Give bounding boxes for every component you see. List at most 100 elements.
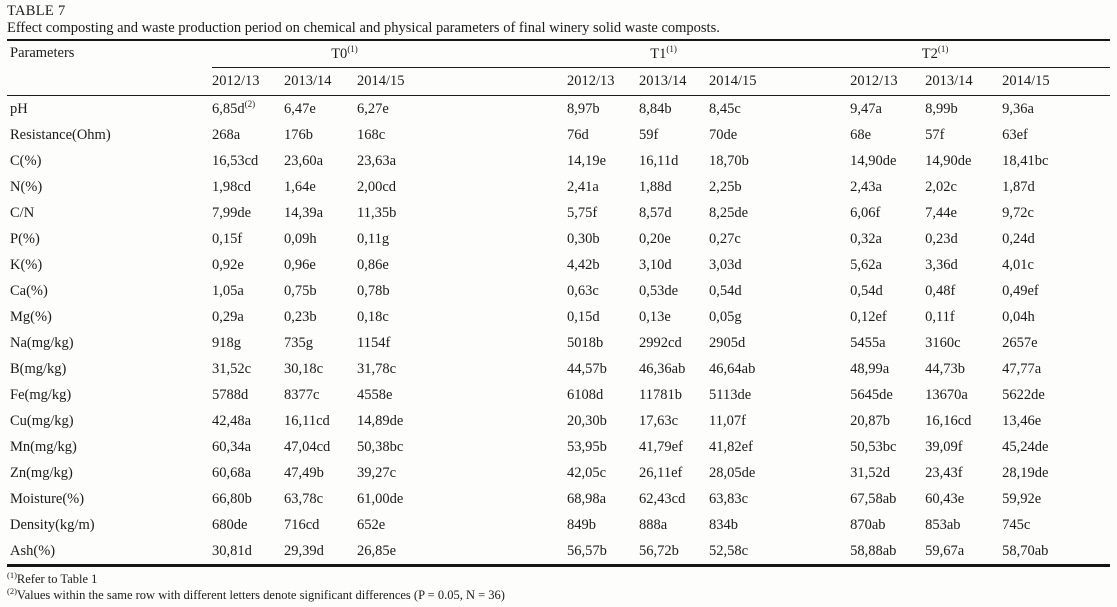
footnote-text: Refer to Table 1: [16, 572, 98, 586]
value-cell: 5788d: [212, 386, 249, 403]
table-row: Na(mg/kg) 918g 735g 1154f 5018b 2992cd 2905d 54…: [7, 330, 1110, 356]
value-cell: 28,19de: [1002, 464, 1049, 481]
value-cell: 9,72c: [1002, 204, 1034, 221]
parameter-name: Na(mg/kg): [10, 334, 74, 351]
table-row: B(mg/kg) 31,52c 30,18c 31,78c 44,57b 46,36ab 4…: [7, 356, 1110, 382]
value-cell: 58,88ab: [850, 542, 897, 559]
value-cell: 56,57b: [567, 542, 607, 559]
value-cell: 46,36ab: [639, 360, 686, 377]
value-cell: 5622de: [1002, 386, 1045, 403]
value-cell: 268a: [212, 126, 241, 143]
value-cell: 0,15d: [567, 308, 600, 325]
value-cell: 0,63c: [567, 282, 599, 299]
value-cell: 62,43cd: [639, 490, 686, 507]
value-cell: 176b: [284, 126, 313, 143]
value-cell: 0,20e: [639, 230, 671, 247]
group-header-row: Parameters T0(1) T1(1) T2(1): [7, 40, 1111, 96]
table-row: Cu(mg/kg) 42,48a 16,11cd 14,89de 20,30b 17,63…: [7, 408, 1110, 434]
value-cell: 11,35b: [357, 204, 397, 221]
value-cell: 5,75f: [567, 204, 598, 221]
value-cell: 56,72b: [639, 542, 679, 559]
value-cell: 4558e: [357, 386, 393, 403]
value-cell: 52,58c: [709, 542, 749, 559]
value-cell: 20,87b: [850, 412, 890, 429]
year-header: 2012/13: [567, 67, 640, 96]
value-cell: 3,10d: [639, 256, 672, 273]
value-cell: 2,02c: [925, 178, 957, 195]
value-cell: 50,53bc: [850, 438, 897, 455]
parameters-column-header: Parameters: [7, 40, 212, 96]
parameter-name: Zn(mg/kg): [10, 464, 73, 481]
year-header: 2014/15: [357, 67, 568, 96]
value-cell: 42,05c: [567, 464, 607, 481]
value-cell: 70de: [709, 126, 738, 143]
value-cell: 14,90de: [925, 152, 972, 169]
value-cell: 0,23d: [925, 230, 958, 247]
value-cell: 168c: [357, 126, 386, 143]
value-cell: 2,00cd: [357, 178, 397, 195]
value-cell: 6,85d(2): [212, 98, 256, 117]
parameter-name: K(%): [10, 256, 43, 273]
value-cell: 1,88d: [639, 178, 672, 195]
parameter-name: Fe(mg/kg): [10, 386, 72, 403]
value-cell: 0,27c: [709, 230, 741, 247]
value-cell: 5018b: [567, 334, 604, 351]
footnote-ref: (1): [347, 43, 358, 54]
value-cell: 918g: [212, 334, 241, 351]
value-cell: 0,53de: [639, 282, 679, 299]
value-cell: 0,24d: [1002, 230, 1035, 247]
value-cell: 26,11ef: [639, 464, 683, 481]
value-cell: 1,87d: [1002, 178, 1035, 195]
footnote-ref: (1): [937, 43, 949, 54]
value-cell: 59,92e: [1002, 490, 1042, 507]
value-cell: 46,64ab: [709, 360, 756, 377]
value-cell: 3160c: [925, 334, 961, 351]
parameter-name: P(%): [10, 230, 40, 247]
value-cell: 8,97b: [567, 100, 600, 117]
value-cell: 652e: [357, 516, 386, 533]
value-cell: 0,15f: [212, 230, 243, 247]
value-cell: 26,85e: [357, 542, 397, 559]
value-cell: 0,49ef: [1002, 282, 1039, 299]
value-cell: 59f: [639, 126, 659, 143]
parameter-name: Ash(%): [10, 542, 56, 559]
value-cell: 61,00de: [357, 490, 404, 507]
table-row: N(%) 1,98cd 1,64e 2,00cd 2,41a 1,88d 2,25b 2,43…: [7, 174, 1110, 200]
value-cell: 18,70b: [709, 152, 749, 169]
value-cell: 8,45c: [709, 100, 741, 117]
value-cell: 39,27c: [357, 464, 397, 481]
value-cell: 0,86e: [357, 256, 389, 273]
value-cell: 0,04h: [1002, 308, 1035, 325]
table-row: Resistance(Ohm) 268a 176b 168c 76d 59f 70de 68e…: [7, 122, 1110, 148]
value-cell: 39,09f: [925, 438, 963, 455]
value-cell: 2,25b: [709, 178, 742, 195]
value-cell: 14,39a: [284, 204, 324, 221]
value-cell: 870ab: [850, 516, 886, 533]
value-cell: 11,07f: [709, 412, 746, 429]
value-cell: 735g: [284, 334, 313, 351]
value-cell: 17,63c: [639, 412, 679, 429]
value-cell: 42,48a: [212, 412, 252, 429]
value-cell: 1,64e: [284, 178, 316, 195]
value-cell: 47,77a: [1002, 360, 1042, 377]
value-cell: 2657e: [1002, 334, 1038, 351]
table-label: TABLE 7: [7, 3, 66, 19]
value-cell: 5113de: [709, 386, 752, 403]
parameter-name: Mg(%): [10, 308, 52, 325]
value-cell: 0,75b: [284, 282, 317, 299]
group-label: T2: [921, 45, 938, 62]
year-header: 2012/13: [212, 67, 284, 96]
group-header-t0: T0(1): [212, 40, 568, 68]
value-cell: 2,41a: [567, 178, 599, 195]
value-cell: 63,78c: [284, 490, 324, 507]
value-cell: 0,11g: [357, 230, 390, 247]
value-cell: 16,11cd: [284, 412, 330, 429]
value-cell: 5645de: [850, 386, 893, 403]
value-cell: 0,18c: [357, 308, 389, 325]
table-row: P(%) 0,15f 0,09h 0,11g 0,30b 0,20e 0,27c 0,32a 0…: [7, 226, 1110, 252]
parameter-name: C/N: [10, 204, 35, 221]
value-cell: 8,57d: [639, 204, 672, 221]
value-cell: 7,44e: [925, 204, 957, 221]
parameter-name: Ca(%): [10, 282, 48, 299]
